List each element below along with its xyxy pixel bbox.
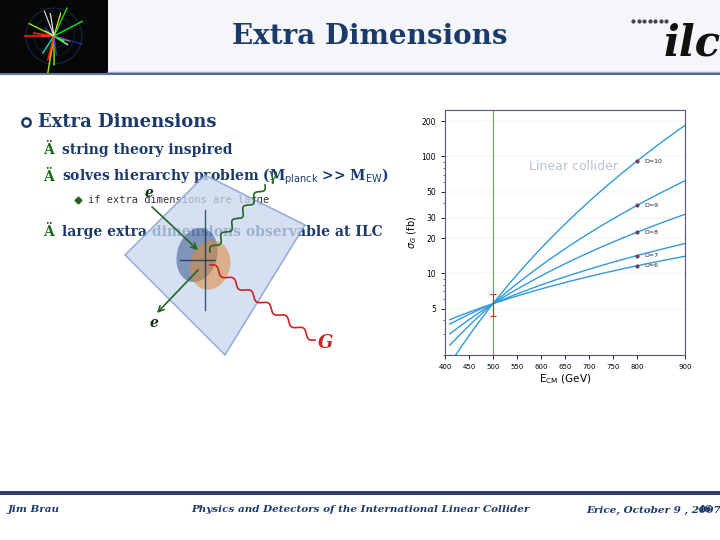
Text: D=6: D=6: [644, 264, 658, 268]
Text: Ä: Ä: [42, 225, 53, 239]
Text: string theory inspired: string theory inspired: [62, 143, 233, 157]
Bar: [0, 0, 720, 73]
Text: ilc: ilc: [663, 22, 720, 64]
Text: D=10: D=10: [644, 159, 662, 164]
Ellipse shape: [176, 228, 217, 282]
Y-axis label: $\sigma_G$ (fb): $\sigma_G$ (fb): [405, 216, 419, 249]
Text: large extra dimensions observable at ILC: large extra dimensions observable at ILC: [62, 225, 383, 239]
Text: e: e: [150, 316, 159, 330]
Text: Erice, October 9 , 2007: Erice, October 9 , 2007: [586, 505, 720, 515]
Text: Extra Dimensions: Extra Dimensions: [38, 113, 217, 131]
X-axis label: E$_{\rm CM}$ (GeV): E$_{\rm CM}$ (GeV): [539, 373, 591, 387]
Text: Ä: Ä: [42, 170, 53, 184]
Text: γ: γ: [267, 167, 277, 184]
Text: e: e: [145, 186, 154, 200]
Text: D=7: D=7: [644, 253, 658, 258]
Text: D=8: D=8: [644, 230, 658, 235]
Polygon shape: [125, 175, 305, 355]
Text: solves hierarchy problem (M$_{\mathrm{planck}}$ >> M$_{\mathrm{EW}}$): solves hierarchy problem (M$_{\mathrm{pl…: [62, 167, 389, 187]
Text: Linear collider: Linear collider: [529, 160, 618, 173]
Bar: [0, 0, 108, 73]
Text: Physics and Detectors of the International Linear Collider: Physics and Detectors of the Internation…: [191, 505, 529, 515]
Text: Jim Brau: Jim Brau: [8, 505, 60, 515]
Text: Extra Dimensions: Extra Dimensions: [233, 23, 508, 50]
Ellipse shape: [189, 240, 230, 289]
Text: if extra dimensions are large: if extra dimensions are large: [88, 195, 269, 205]
Text: Ä: Ä: [42, 143, 53, 157]
Text: 46: 46: [698, 505, 712, 515]
Text: G: G: [318, 334, 333, 352]
Text: D=9: D=9: [644, 203, 658, 208]
